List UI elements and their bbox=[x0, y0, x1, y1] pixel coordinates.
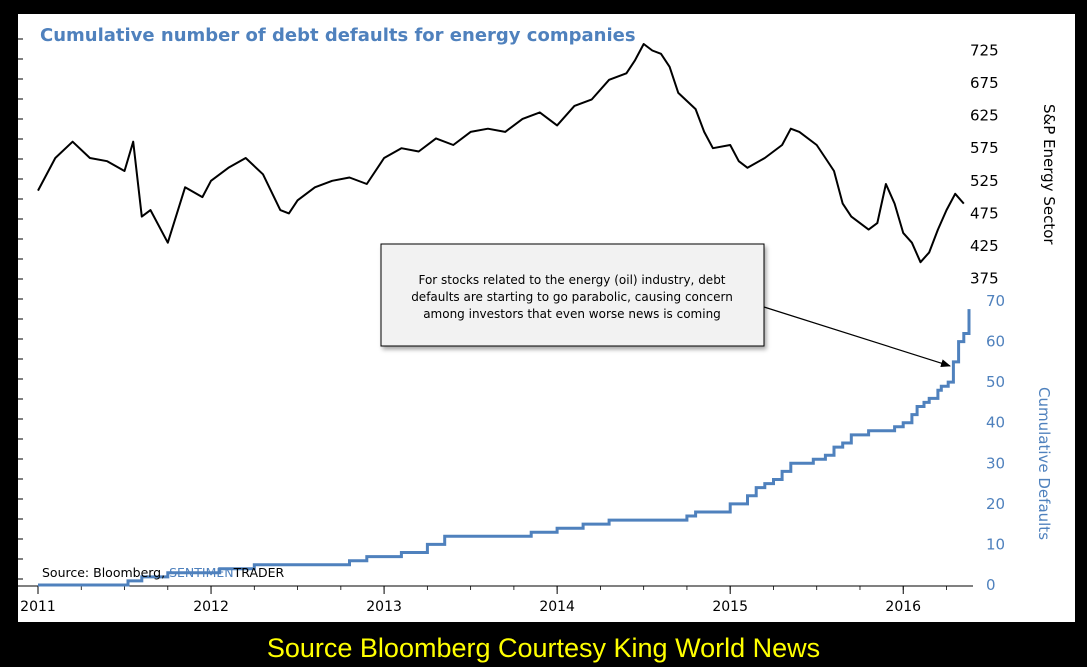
x-axis-ticks: 2011 2012 2013 2014 2015 2016 bbox=[20, 586, 947, 615]
y-bottom-tick-label: 0 bbox=[986, 576, 996, 594]
source-note: Source: Bloomberg, SENTIMENTRADER bbox=[42, 565, 285, 580]
series-line-cumulative-defaults bbox=[38, 309, 971, 587]
annotation-box: For stocks related to the energy (oil) i… bbox=[380, 243, 765, 347]
y-bottom-tick-label: 30 bbox=[986, 454, 1005, 472]
y-top-tick-label: 575 bbox=[970, 139, 999, 157]
y-top-tick-label: 475 bbox=[970, 204, 999, 222]
y-top-tick-label: 525 bbox=[970, 172, 999, 190]
source-brand-part1: SENTIMEN bbox=[169, 565, 234, 580]
source-brand-part2: TRADER bbox=[233, 565, 285, 580]
y-top-tick-label: 375 bbox=[970, 269, 999, 287]
left-edge-ticks bbox=[18, 38, 23, 580]
x-tick-label: 2016 bbox=[885, 599, 921, 615]
y-top-tick-label: 425 bbox=[970, 237, 999, 255]
x-tick-label: 2014 bbox=[539, 599, 575, 615]
y-axis-top-title: S&P Energy Sector bbox=[1040, 104, 1058, 245]
chart-svg: Cumulative number of debt defaults for e… bbox=[18, 25, 1058, 615]
series-line-sp-energy bbox=[37, 43, 965, 264]
chart-title: Cumulative number of debt defaults for e… bbox=[40, 25, 636, 46]
y-axis-bottom-title: Cumulative Defaults bbox=[1035, 387, 1053, 540]
annotation-rect bbox=[380, 243, 765, 347]
x-tick-label: 2012 bbox=[193, 599, 229, 615]
annotation-line-2: defaults are starting to go parabolic, c… bbox=[411, 290, 733, 304]
y-axis-bottom-ticks: 0 10 20 30 40 50 60 70 bbox=[986, 292, 1005, 594]
y-bottom-tick-label: 10 bbox=[986, 535, 1005, 553]
annotation-line-1: For stocks related to the energy (oil) i… bbox=[418, 273, 725, 287]
x-tick-label: 2013 bbox=[366, 599, 402, 615]
x-tick-label: 2011 bbox=[20, 599, 56, 615]
chart-panel: Cumulative number of debt defaults for e… bbox=[18, 14, 1075, 622]
y-bottom-tick-label: 70 bbox=[986, 292, 1005, 310]
y-bottom-tick-label: 60 bbox=[986, 333, 1005, 351]
y-bottom-tick-label: 40 bbox=[986, 414, 1005, 432]
annotation-arrow bbox=[763, 306, 951, 367]
y-top-tick-label: 725 bbox=[970, 42, 999, 60]
y-top-tick-label: 675 bbox=[970, 74, 999, 92]
y-bottom-tick-label: 20 bbox=[986, 495, 1005, 513]
y-axis-top-ticks: 375 425 475 525 575 625 675 725 bbox=[970, 42, 999, 288]
annotation-line-3: among investors that even worse news is … bbox=[423, 307, 721, 321]
y-bottom-tick-label: 50 bbox=[986, 373, 1005, 391]
x-tick-label: 2015 bbox=[712, 599, 748, 615]
footer-caption: Source Bloomberg Courtesy King World New… bbox=[266, 633, 821, 663]
source-prefix: Source: Bloomberg, bbox=[42, 565, 169, 580]
y-top-tick-label: 625 bbox=[970, 107, 999, 125]
